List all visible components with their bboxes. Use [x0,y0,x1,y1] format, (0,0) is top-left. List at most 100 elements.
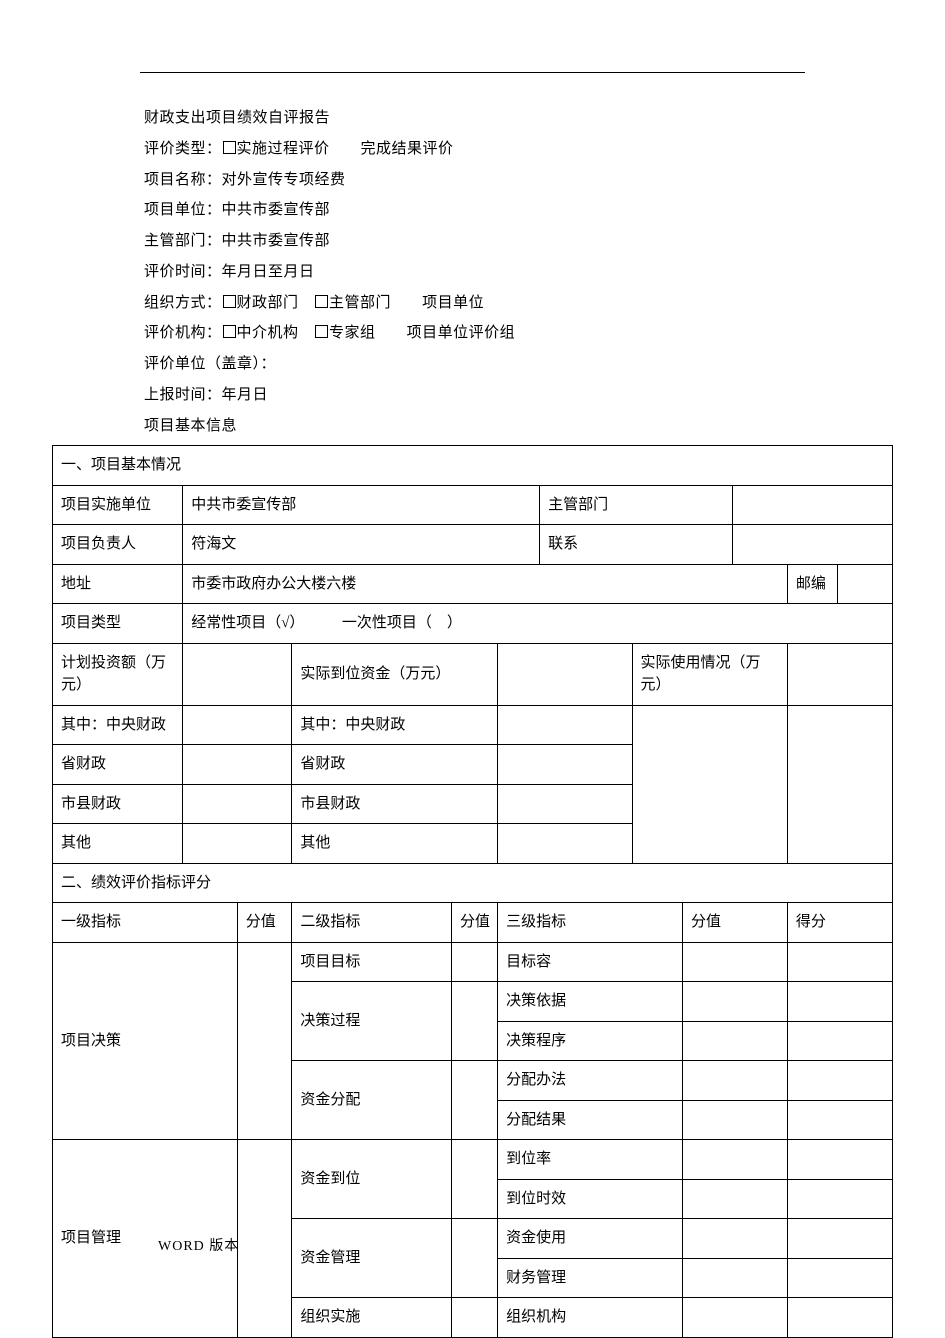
addr-label: 地址 [53,564,183,604]
report-title: 财政支出项目绩效自评报告 [144,103,893,134]
table-row: 其中：中央财政 其中：中央财政 [53,705,893,745]
resp-label: 项目负责人 [53,525,183,565]
checkbox-icon [223,325,236,338]
central-a: 其中：中央财政 [53,705,183,745]
eval-type-opt2: 完成结果评价 [361,141,454,157]
plan-value [183,643,292,705]
section-2-title: 二、绩效评价指标评分 [53,863,893,903]
footer-text: WORD 版本 [158,1235,239,1255]
other-a: 其他 [53,824,183,864]
table-row: 项目实施单位 中共市委宣传部 主管部门 [53,485,893,525]
l2: 决策过程 [292,982,452,1061]
l2: 资金管理 [292,1219,452,1298]
checkbox-icon [315,295,328,308]
other-b: 其他 [292,824,498,864]
l3: 组织机构 [498,1298,683,1338]
h1: 一级指标 [53,903,238,943]
report-time-label: 上报时间： [144,387,222,403]
dept: 中共市委宣传部 [222,233,331,249]
actual-arrive-value [498,643,632,705]
h7: 得分 [787,903,892,943]
dept-label: 主管部门 [540,485,733,525]
eval-org-line: 评价机构： 中介机构 专家组 项目单位评价组 [144,318,893,349]
central-b: 其中：中央财政 [292,705,498,745]
section-1-title: 一、项目基本情况 [53,446,893,486]
l3: 资金使用 [498,1219,683,1259]
eval-org-opt2: 专家组 [329,325,376,341]
l1: 项目决策 [53,942,238,1140]
eval-unit-label: 评价单位（盖章）： [144,349,893,380]
l3: 财务管理 [498,1258,683,1298]
contact-label: 联系 [540,525,733,565]
prov-b: 省财政 [292,745,498,785]
prov-a: 省财政 [53,745,183,785]
l2: 项目目标 [292,942,452,982]
h2: 分值 [237,903,292,943]
l3: 到位率 [498,1140,683,1180]
eval-time: 年月日至月日 [222,264,315,280]
project-unit-label: 项目单位： [144,202,222,218]
dept-line: 主管部门：中共市委宣传部 [144,226,893,257]
table-row: 项目管理 资金到位 到位率 [53,1140,893,1180]
table-row: 地址 市委市政府办公大楼六楼 邮编 [53,564,893,604]
type-label: 项目类型 [53,604,183,644]
l2: 资金分配 [292,1061,452,1140]
l2: 资金到位 [292,1140,452,1219]
l3: 到位时效 [498,1179,683,1219]
plan-label: 计划投资额（万元） [53,643,183,705]
table-row: 项目决策 项目目标 目标容 [53,942,893,982]
basic-info-label: 项目基本信息 [144,411,893,442]
eval-org-label: 评价机构： [144,325,222,341]
checkbox-icon [223,295,236,308]
org-opt2: 主管部门 [329,295,391,311]
eval-type-label: 评价类型： [144,141,222,157]
header-block: 财政支出项目绩效自评报告 评价类型： 实施过程评价 完成结果评价 项目名称：对外宣… [144,103,893,441]
table-row: 项目类型 经常性项目（√） 一次性项目（ ） [53,604,893,644]
dept-label: 主管部门： [144,233,222,249]
city-a: 市县财政 [53,784,183,824]
project-name: 对外宣传专项经费 [222,172,346,188]
eval-org-opt3: 项目单位评价组 [407,325,516,341]
report-time-line: 上报时间：年月日 [144,380,893,411]
org-method-line: 组织方式： 财政部门 主管部门 项目单位 [144,288,893,319]
project-name-label: 项目名称： [144,172,222,188]
eval-type-line: 评价类型： 实施过程评价 完成结果评价 [144,134,893,165]
l3: 决策依据 [498,982,683,1022]
org-method-label: 组织方式： [144,295,222,311]
checkbox-icon [315,325,328,338]
report-time: 年月日 [222,387,269,403]
project-unit: 中共市委宣传部 [222,202,331,218]
eval-org-opt1: 中介机构 [237,325,299,341]
table-row: 计划投资额（万元） 实际到位资金（万元） 实际使用情况（万元） [53,643,893,705]
table-row: 项目负责人 符海文 联系 [53,525,893,565]
project-unit-line: 项目单位：中共市委宣传部 [144,195,893,226]
eval-type-opt1: 实施过程评价 [237,141,330,157]
actual-use-value [787,643,892,705]
h4: 分值 [451,903,497,943]
zip-label: 邮编 [787,564,837,604]
l2: 组织实施 [292,1298,452,1338]
l3: 分配办法 [498,1061,683,1101]
zip-value [838,564,893,604]
dept-value [733,485,893,525]
org-opt3: 项目单位 [422,295,484,311]
h6: 分值 [682,903,787,943]
l3: 分配结果 [498,1100,683,1140]
table-row: 一级指标 分值 二级指标 分值 三级指标 分值 得分 [53,903,893,943]
l3: 决策程序 [498,1021,683,1061]
h3: 二级指标 [292,903,452,943]
actual-use-label: 实际使用情况（万元） [632,643,787,705]
project-name-line: 项目名称：对外宣传专项经费 [144,165,893,196]
resp: 符海文 [183,525,540,565]
city-b: 市县财政 [292,784,498,824]
l3: 目标容 [498,942,683,982]
impl-unit: 中共市委宣传部 [183,485,540,525]
top-divider [140,72,805,73]
h5: 三级指标 [498,903,683,943]
addr: 市委市政府办公大楼六楼 [183,564,788,604]
impl-unit-label: 项目实施单位 [53,485,183,525]
actual-arrive-label: 实际到位资金（万元） [292,643,498,705]
org-opt1: 财政部门 [237,295,299,311]
contact-value [733,525,893,565]
info-table: 一、项目基本情况 项目实施单位 中共市委宣传部 主管部门 项目负责人 符海文 联… [52,445,893,1338]
